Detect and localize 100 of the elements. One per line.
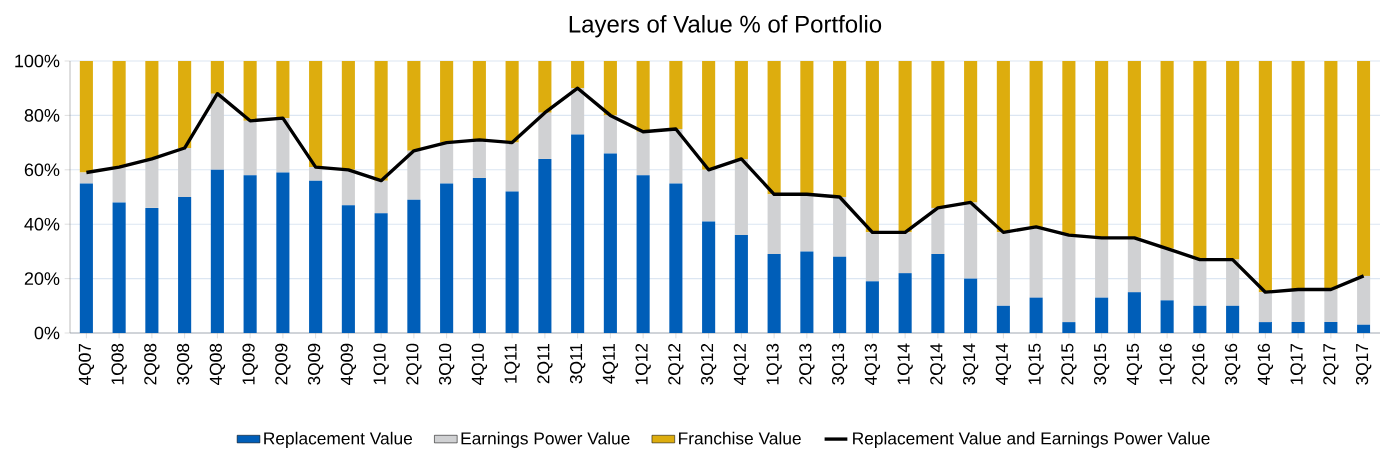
bar: [341, 169, 355, 206]
bar: [1324, 322, 1338, 333]
bar: [996, 232, 1010, 306]
bar: [1193, 61, 1207, 260]
x-tick-label: 2Q13: [799, 343, 815, 385]
bar: [898, 232, 912, 274]
x-tick-label: 1Q09: [242, 343, 258, 385]
bar: [833, 197, 847, 257]
y-tick-label: 40%: [24, 217, 60, 231]
bar: [1095, 237, 1109, 298]
bar: [1160, 248, 1174, 301]
x-tick-label: 1Q11: [504, 343, 520, 383]
bar: [145, 158, 159, 208]
bar: [1160, 61, 1174, 249]
bar: [178, 197, 192, 333]
x-tick-label: 1Q13: [766, 343, 782, 385]
bar: [865, 61, 879, 233]
bar: [767, 254, 781, 333]
bar: [964, 61, 978, 203]
bar: [996, 305, 1010, 333]
x-tick-label: 4Q11: [602, 343, 619, 384]
x-tick-label: 4Q15: [1126, 343, 1143, 386]
bar: [210, 93, 224, 170]
x-tick-label: 3Q08: [176, 343, 193, 385]
bar: [1127, 292, 1141, 333]
x-tick-label: 1Q15: [1028, 343, 1044, 385]
bar: [309, 167, 323, 181]
bar: [210, 61, 224, 94]
x-tick-label: 2Q10: [406, 343, 422, 385]
bar: [112, 61, 126, 168]
bar: [374, 180, 388, 214]
bar: [603, 61, 617, 116]
x-tick-label: 3Q13: [831, 343, 848, 385]
legend-label: Franchise Value: [679, 431, 801, 445]
bar: [833, 61, 847, 197]
bar: [1127, 237, 1141, 293]
bar: [374, 213, 388, 333]
bar: [603, 153, 617, 333]
bar: [374, 61, 388, 181]
bar: [309, 180, 323, 333]
bar: [1226, 259, 1240, 306]
y-tick-label: 0%: [34, 326, 60, 340]
y-tick-label: 80%: [24, 109, 60, 122]
x-tick-label: 4Q16: [1257, 343, 1274, 386]
bar: [996, 61, 1010, 233]
x-tick-label: 3Q11: [569, 343, 586, 384]
x-tick-label: 4Q12: [733, 343, 750, 386]
x-tick-label: 3Q17: [1355, 343, 1372, 385]
bar: [1258, 61, 1272, 293]
bar: [178, 148, 192, 197]
bar: [276, 172, 290, 333]
bar: [1029, 61, 1043, 227]
bar: [669, 183, 683, 333]
x-tick-label: 1Q08: [111, 343, 127, 385]
bar: [1226, 61, 1240, 260]
bar: [702, 169, 716, 222]
bar: [1193, 259, 1207, 306]
bar: [1193, 305, 1207, 333]
x-tick-label: 4Q13: [864, 343, 881, 386]
bar: [243, 61, 257, 121]
bar: [800, 251, 814, 333]
bar: [931, 61, 945, 208]
x-tick-label: 3Q09: [307, 343, 324, 385]
bar: [636, 175, 650, 333]
bar: [865, 281, 879, 333]
bar: [636, 61, 650, 132]
x-tick-label: 1Q16: [1159, 343, 1175, 385]
x-tick-label: 3Q14: [962, 343, 979, 385]
x-tick-label: 2Q09: [275, 343, 291, 385]
bar: [1160, 300, 1174, 333]
x-tick-label: 1Q14: [897, 343, 913, 385]
bar: [79, 61, 93, 173]
x-tick-label: 4Q09: [340, 343, 357, 386]
bar: [145, 207, 159, 333]
bar: [1258, 322, 1272, 333]
bar: [571, 134, 585, 333]
bar: [1062, 61, 1076, 236]
bar: [734, 158, 748, 236]
x-tick-label: 3Q16: [1224, 343, 1241, 385]
bar: [440, 61, 454, 143]
bar: [309, 61, 323, 168]
bar: [1127, 61, 1141, 238]
bar: [472, 61, 486, 140]
bar: [1226, 305, 1240, 333]
bar: [1357, 61, 1371, 276]
bar: [702, 61, 716, 170]
x-tick-label: 1Q10: [373, 343, 389, 385]
bar: [440, 142, 454, 184]
x-tick-label: 3Q12: [700, 343, 717, 385]
bar: [79, 183, 93, 333]
bar: [1029, 297, 1043, 333]
bar: [1095, 297, 1109, 333]
bar: [833, 256, 847, 333]
bar: [800, 194, 814, 252]
y-tick-label: 20%: [24, 272, 60, 285]
bar: [767, 194, 781, 255]
bar: [341, 205, 355, 333]
chart-title: Layers of Value % of Portfolio: [569, 15, 882, 38]
bar: [1324, 289, 1338, 323]
bar: [1357, 324, 1371, 333]
